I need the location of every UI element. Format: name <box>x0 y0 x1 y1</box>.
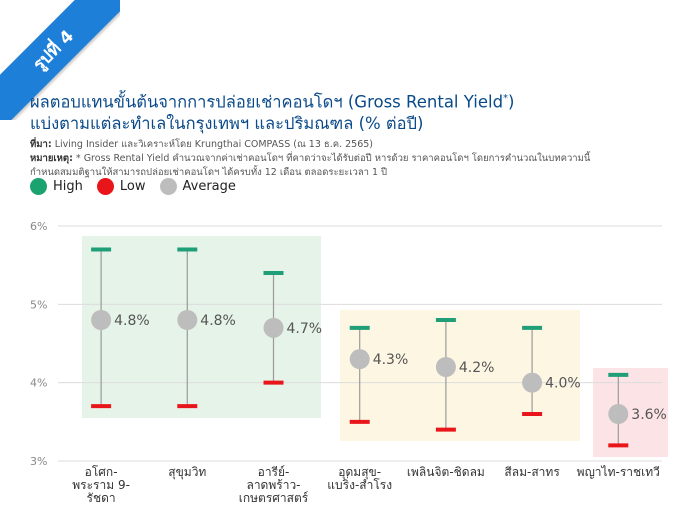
average-point <box>435 357 456 377</box>
average-label: 4.8% <box>114 313 150 329</box>
category-label: พระราม 9- <box>72 478 130 492</box>
average-point <box>177 310 198 330</box>
legend-label-low: Low <box>119 179 146 194</box>
average-label: 4.2% <box>459 360 495 376</box>
zone-background <box>340 310 580 441</box>
y-tick-label: 3% <box>30 455 47 468</box>
legend-dot-average <box>159 178 177 195</box>
note-text: * Gross Rental Yield คำนวณจากค่าเช่าคอนโ… <box>72 152 591 164</box>
legend-item-high: High <box>30 178 83 195</box>
category-label: พญาไท-ราชเทวี <box>577 465 660 479</box>
legend: High Low Average <box>30 178 236 195</box>
source-text: Living Insider และวิเคราะห์โดย Krungthai… <box>51 138 373 150</box>
average-point <box>263 317 284 338</box>
category-label: เพลินจิต-ชิดลม <box>407 465 485 479</box>
title-block: ผลตอบแทนขั้นต้นจากการปล่อยเช่าคอนโดฯ (Gr… <box>30 88 670 180</box>
category-label: อารีย์- <box>258 465 290 479</box>
average-label: 4.0% <box>545 376 581 392</box>
legend-dot-low <box>96 178 114 195</box>
title-superscript: * <box>503 93 509 104</box>
y-tick-label: 5% <box>30 298 47 311</box>
y-tick-label: 6% <box>30 220 47 233</box>
chart-title-line1: ผลตอบแทนขั้นต้นจากการปล่อยเช่าคอนโดฯ (Gr… <box>30 88 670 113</box>
title-line1-end: ) <box>508 92 515 112</box>
average-point <box>522 372 543 393</box>
chart-title-line2: แบ่งตามแต่ละทำเลในกรุงเทพฯ และปริมณฑล (%… <box>30 113 424 133</box>
y-tick-label: 4% <box>30 377 47 390</box>
average-label: 4.7% <box>287 321 323 337</box>
legend-label-average: Average <box>182 179 236 194</box>
category-label: รัชดา <box>87 491 116 505</box>
title-line1-text: ผลตอบแทนขั้นต้นจากการปล่อยเช่าคอนโดฯ (Gr… <box>30 92 504 112</box>
average-point <box>349 349 370 370</box>
legend-label-high: High <box>53 179 83 194</box>
note-line-2: กำหนดสมมติฐานให้สามารถปล่อยเช่าคอนโดฯ ได… <box>30 166 388 178</box>
category-label: แบริ่ง-สำโรง <box>327 476 392 492</box>
category-label: เกษตรศาสตร์ <box>239 491 309 505</box>
note-label: หมายเหตุ: <box>30 152 73 164</box>
source-label: ที่มา: <box>30 138 52 150</box>
average-point <box>91 310 112 330</box>
average-label: 4.8% <box>200 313 236 329</box>
legend-item-average: Average <box>159 178 236 195</box>
average-point <box>608 404 629 424</box>
note-line: หมายเหตุ: * Gross Rental Yield คำนวณจากค… <box>30 152 670 166</box>
source-line: ที่มา: Living Insider และวิเคราะห์โดย Kr… <box>30 138 670 152</box>
category-label: สีลม-สาทร <box>504 465 560 479</box>
average-label: 4.3% <box>373 352 409 368</box>
category-label: ลาดพร้าว- <box>246 478 300 492</box>
category-label: สุขุมวิท <box>168 465 206 480</box>
legend-item-low: Low <box>96 178 146 195</box>
average-label: 3.6% <box>631 407 667 423</box>
legend-dot-high <box>30 178 47 195</box>
category-label: อุดมสุข- <box>338 465 381 480</box>
category-label: อโศก- <box>85 465 118 479</box>
